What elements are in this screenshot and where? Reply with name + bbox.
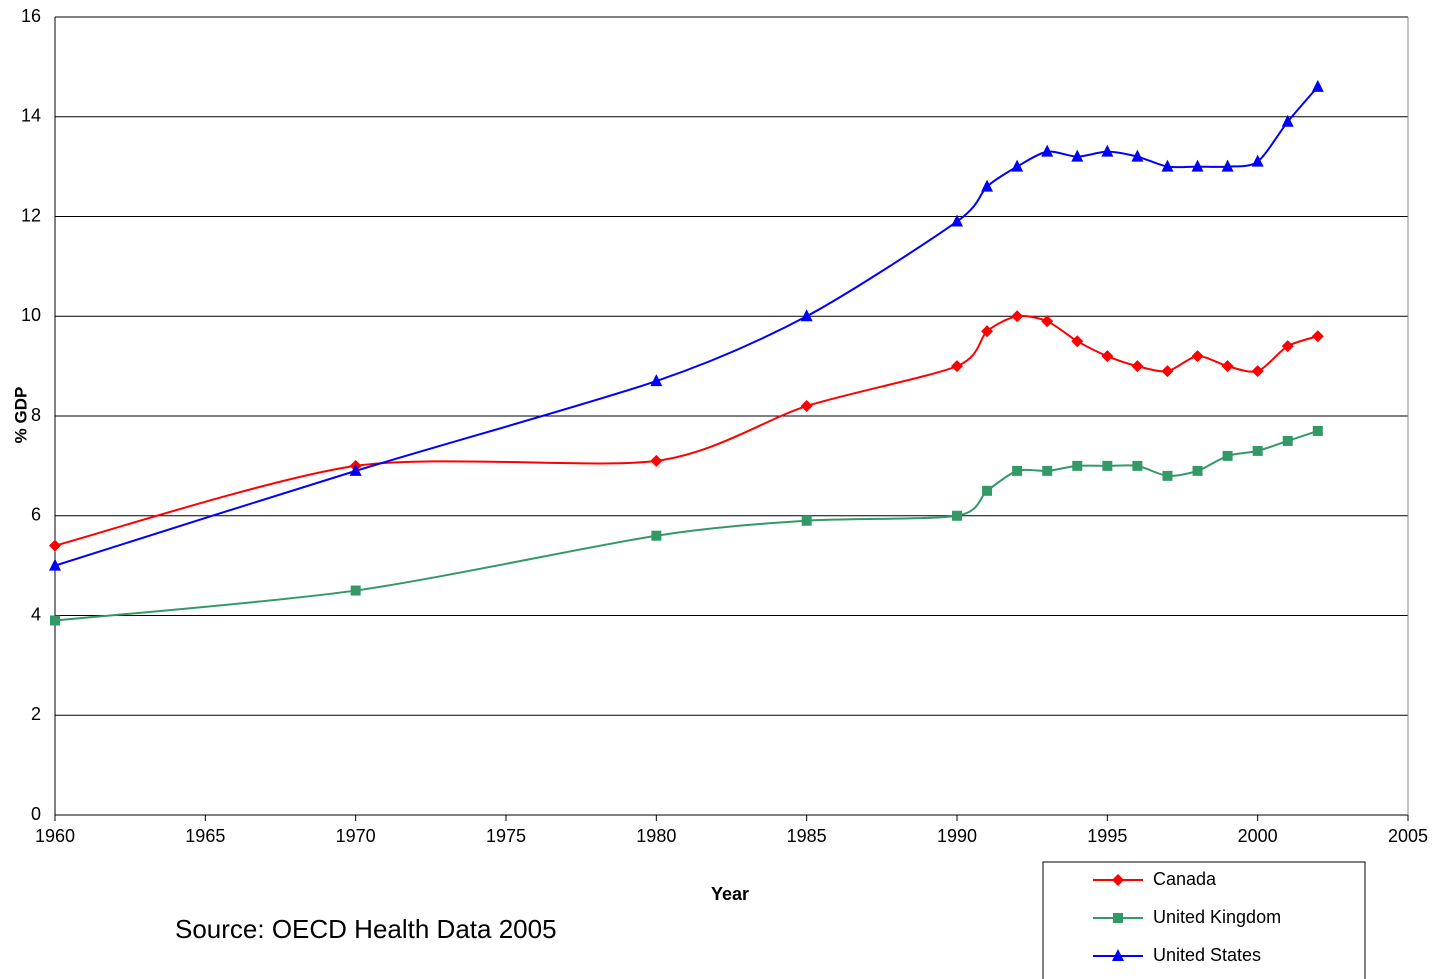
marker (1251, 365, 1264, 378)
marker (982, 485, 993, 496)
marker (1041, 144, 1054, 157)
marker (1161, 159, 1174, 172)
marker (951, 360, 963, 373)
x-tick-label: 1995 (1087, 826, 1127, 846)
marker (1132, 460, 1143, 471)
y-tick-label: 6 (31, 505, 41, 525)
y-tick-label: 12 (21, 205, 41, 225)
marker (1101, 350, 1114, 363)
source-note: Source: OECD Health Data 2005 (175, 914, 557, 944)
marker (1222, 450, 1233, 461)
marker (650, 454, 663, 467)
marker (50, 615, 60, 626)
y-axis-label: % GDP (11, 387, 30, 444)
marker (650, 374, 663, 387)
y-tick-label: 0 (31, 804, 41, 824)
marker (1131, 149, 1144, 162)
marker (952, 510, 962, 521)
x-tick-label: 1975 (486, 826, 526, 846)
y-tick-label: 14 (21, 106, 41, 126)
series-line (54, 86, 1319, 567)
legend-marker (1113, 913, 1123, 923)
marker (981, 179, 994, 192)
legend-box (1042, 861, 1366, 979)
x-tick-label: 2005 (1388, 826, 1428, 846)
marker (1282, 435, 1293, 446)
marker (951, 214, 963, 227)
legend-marker (1112, 949, 1124, 961)
x-tick-label: 1965 (185, 826, 225, 846)
legend-label: United Kingdom (1153, 907, 1281, 927)
marker (651, 530, 662, 541)
y-tick-label: 10 (21, 305, 41, 325)
marker (1012, 465, 1023, 476)
marker (1101, 144, 1114, 157)
x-tick-label: 1980 (636, 826, 676, 846)
marker (800, 400, 813, 413)
marker (350, 585, 361, 596)
x-tick-label: 2000 (1238, 826, 1278, 846)
marker (1311, 330, 1324, 343)
marker (1161, 365, 1174, 378)
marker (1221, 159, 1234, 172)
marker (1071, 335, 1084, 348)
series-line (54, 430, 1319, 622)
marker (800, 309, 813, 322)
marker (1011, 310, 1024, 323)
marker (49, 558, 61, 571)
marker (1221, 360, 1234, 373)
y-tick-label: 16 (21, 6, 41, 26)
marker (1191, 350, 1204, 363)
marker (1251, 154, 1264, 167)
marker (1102, 460, 1113, 471)
marker (1071, 149, 1084, 162)
marker (1312, 425, 1323, 436)
marker (1162, 470, 1173, 481)
y-tick-label: 4 (31, 604, 41, 624)
x-axis-label: Year (711, 884, 749, 904)
marker (1192, 465, 1203, 476)
marker (1041, 315, 1054, 328)
x-tick-label: 1960 (35, 826, 75, 846)
marker (1281, 340, 1294, 353)
marker (349, 463, 362, 476)
y-tick-label: 2 (31, 704, 41, 724)
marker (1252, 445, 1263, 456)
marker (1131, 360, 1144, 373)
x-tick-label: 1970 (336, 826, 376, 846)
x-tick-label: 1985 (787, 826, 827, 846)
marker (1011, 159, 1024, 172)
legend-marker (1112, 874, 1124, 886)
marker (1072, 460, 1083, 471)
marker (1042, 465, 1053, 476)
marker (1281, 114, 1294, 127)
marker (49, 539, 61, 552)
y-tick-label: 8 (31, 405, 41, 425)
x-tick-label: 1990 (937, 826, 977, 846)
marker (801, 515, 812, 526)
series-line (54, 314, 1319, 547)
marker (1311, 79, 1324, 92)
marker (981, 325, 994, 338)
marker (1191, 159, 1204, 172)
legend-label: Canada (1153, 869, 1217, 889)
legend-label: United States (1153, 945, 1261, 965)
